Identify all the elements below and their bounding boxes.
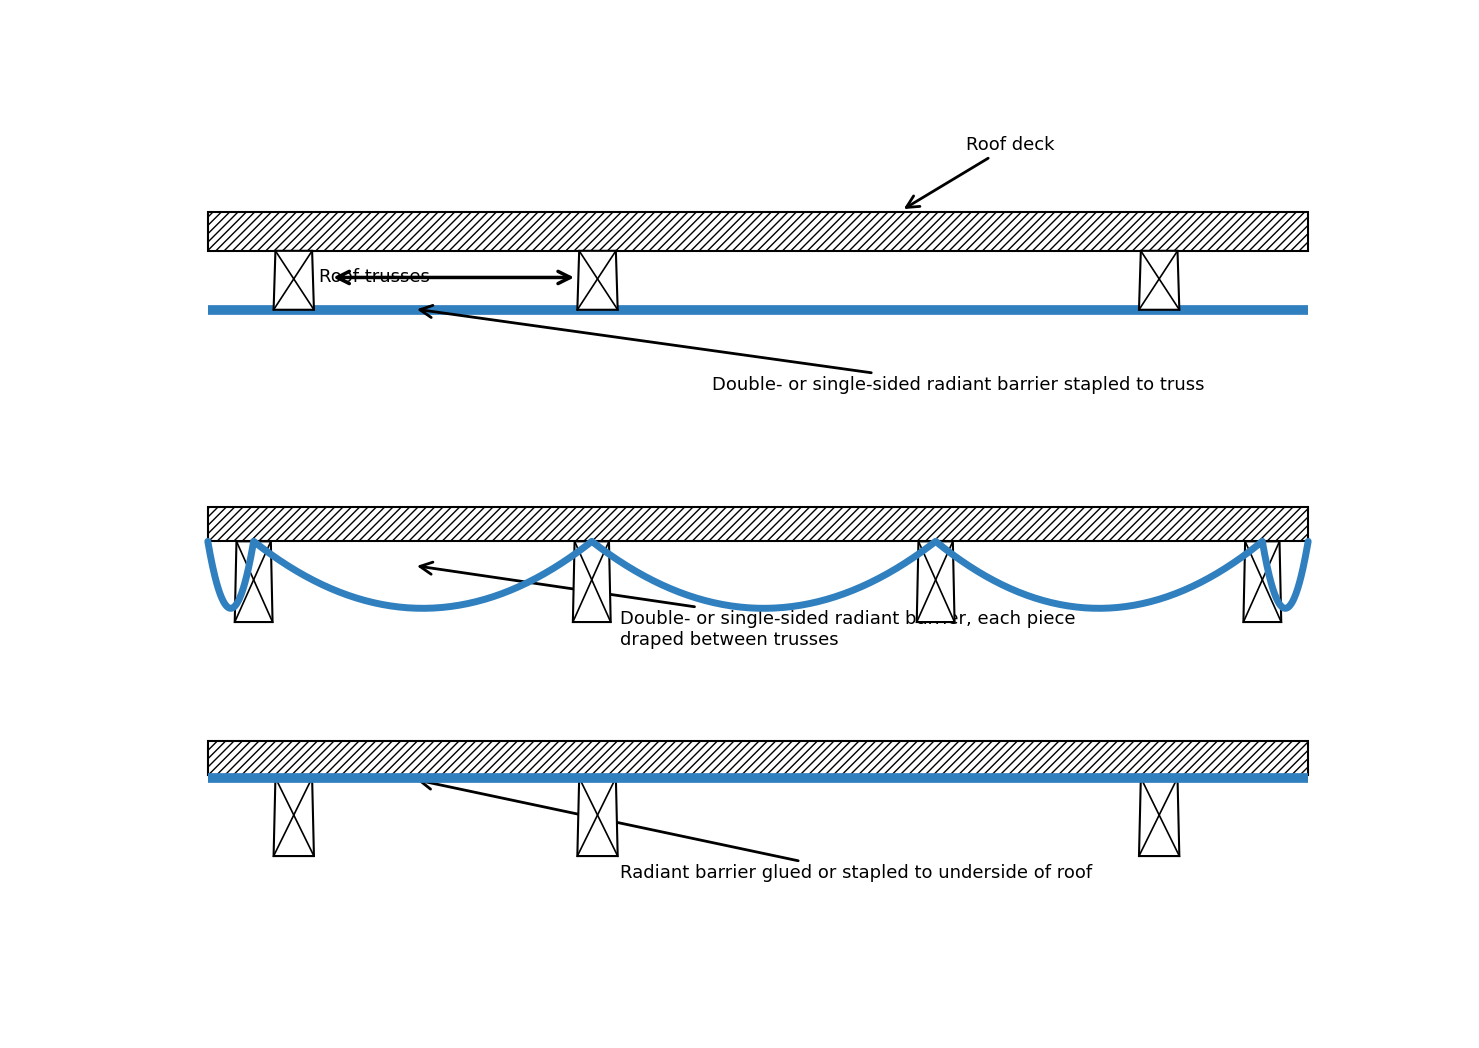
Bar bbox=[207, 212, 1309, 250]
Bar bbox=[207, 507, 1309, 542]
Text: Roof deck: Roof deck bbox=[907, 136, 1055, 208]
Polygon shape bbox=[274, 250, 314, 310]
Polygon shape bbox=[274, 778, 314, 856]
Text: Double- or single-sided radiant barrier, each piece
draped between trusses: Double- or single-sided radiant barrier,… bbox=[420, 562, 1075, 649]
Text: Radiant barrier glued or stapled to underside of roof: Radiant barrier glued or stapled to unde… bbox=[420, 778, 1093, 882]
Bar bbox=[207, 742, 1309, 776]
Polygon shape bbox=[235, 542, 272, 623]
Polygon shape bbox=[917, 542, 954, 623]
Polygon shape bbox=[1139, 250, 1179, 310]
Polygon shape bbox=[1244, 542, 1281, 623]
Text: Roof trusses: Roof trusses bbox=[318, 268, 429, 286]
Polygon shape bbox=[1139, 778, 1179, 856]
Polygon shape bbox=[577, 250, 618, 310]
Polygon shape bbox=[572, 542, 611, 623]
Polygon shape bbox=[577, 778, 618, 856]
Text: Double- or single-sided radiant barrier stapled to truss: Double- or single-sided radiant barrier … bbox=[420, 305, 1204, 394]
